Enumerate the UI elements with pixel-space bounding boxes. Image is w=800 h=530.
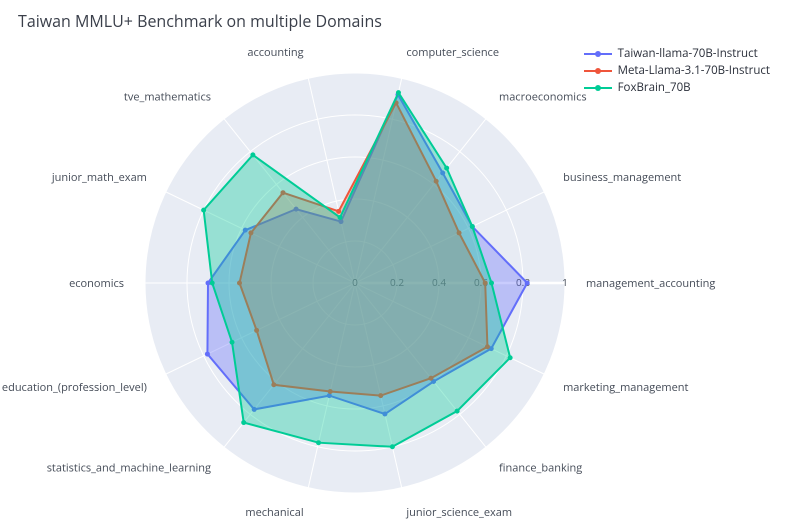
series-marker — [525, 281, 530, 286]
category-label: accounting — [247, 45, 303, 60]
series-marker — [396, 90, 401, 95]
legend-swatch — [584, 87, 612, 89]
series-marker — [470, 224, 475, 229]
series-marker — [336, 209, 341, 214]
category-label: economics — [69, 276, 124, 291]
category-label: computer_science — [406, 45, 499, 60]
legend-item[interactable]: Taiwan-llama-70B-Instruct — [584, 45, 770, 62]
category-label: education_(profession_level) — [2, 380, 147, 395]
radial-tick-label: 1 — [562, 275, 568, 289]
category-label: junior_math_exam — [51, 170, 147, 185]
category-label: management_accounting — [586, 276, 715, 291]
category-label: marketing_management — [563, 380, 688, 395]
series-marker — [390, 444, 395, 449]
series-marker — [508, 355, 513, 360]
legend: Taiwan-llama-70B-Instruct Meta-Llama-3.1-… — [584, 45, 770, 96]
series-marker — [338, 215, 343, 220]
category-label: mechanical — [245, 505, 303, 520]
category-label: statistics_and_machine_learning — [47, 461, 211, 476]
legend-item[interactable]: FoxBrain_70B — [584, 79, 770, 96]
series-marker — [210, 281, 215, 286]
series-marker — [201, 208, 206, 213]
legend-label: Meta-Llama-3.1-70B-Instruct — [618, 63, 770, 78]
series-marker — [444, 166, 449, 171]
series-marker — [250, 152, 255, 157]
series-marker — [230, 340, 235, 345]
legend-item[interactable]: Meta-Llama-3.1-70B-Instruct — [584, 62, 770, 79]
category-label: macroeconomics — [499, 89, 587, 104]
series-marker — [489, 281, 494, 286]
legend-swatch — [584, 53, 612, 55]
legend-swatch — [584, 70, 612, 72]
legend-label: Taiwan-llama-70B-Instruct — [618, 46, 758, 61]
category-label: finance_banking — [499, 461, 582, 476]
series-marker — [241, 420, 246, 425]
series-marker — [316, 440, 321, 445]
category-label: tve_mathematics — [124, 89, 211, 104]
series-marker — [205, 352, 210, 357]
legend-marker-icon — [595, 68, 601, 74]
radar-chart: 00.20.40.60.81management_accountingbusin… — [0, 28, 800, 530]
series-marker — [455, 409, 460, 414]
legend-marker-icon — [595, 51, 601, 57]
legend-label: FoxBrain_70B — [618, 80, 691, 95]
category-label: junior_science_exam — [405, 505, 512, 520]
legend-marker-icon — [595, 85, 601, 91]
category-label: business_management — [563, 170, 681, 185]
